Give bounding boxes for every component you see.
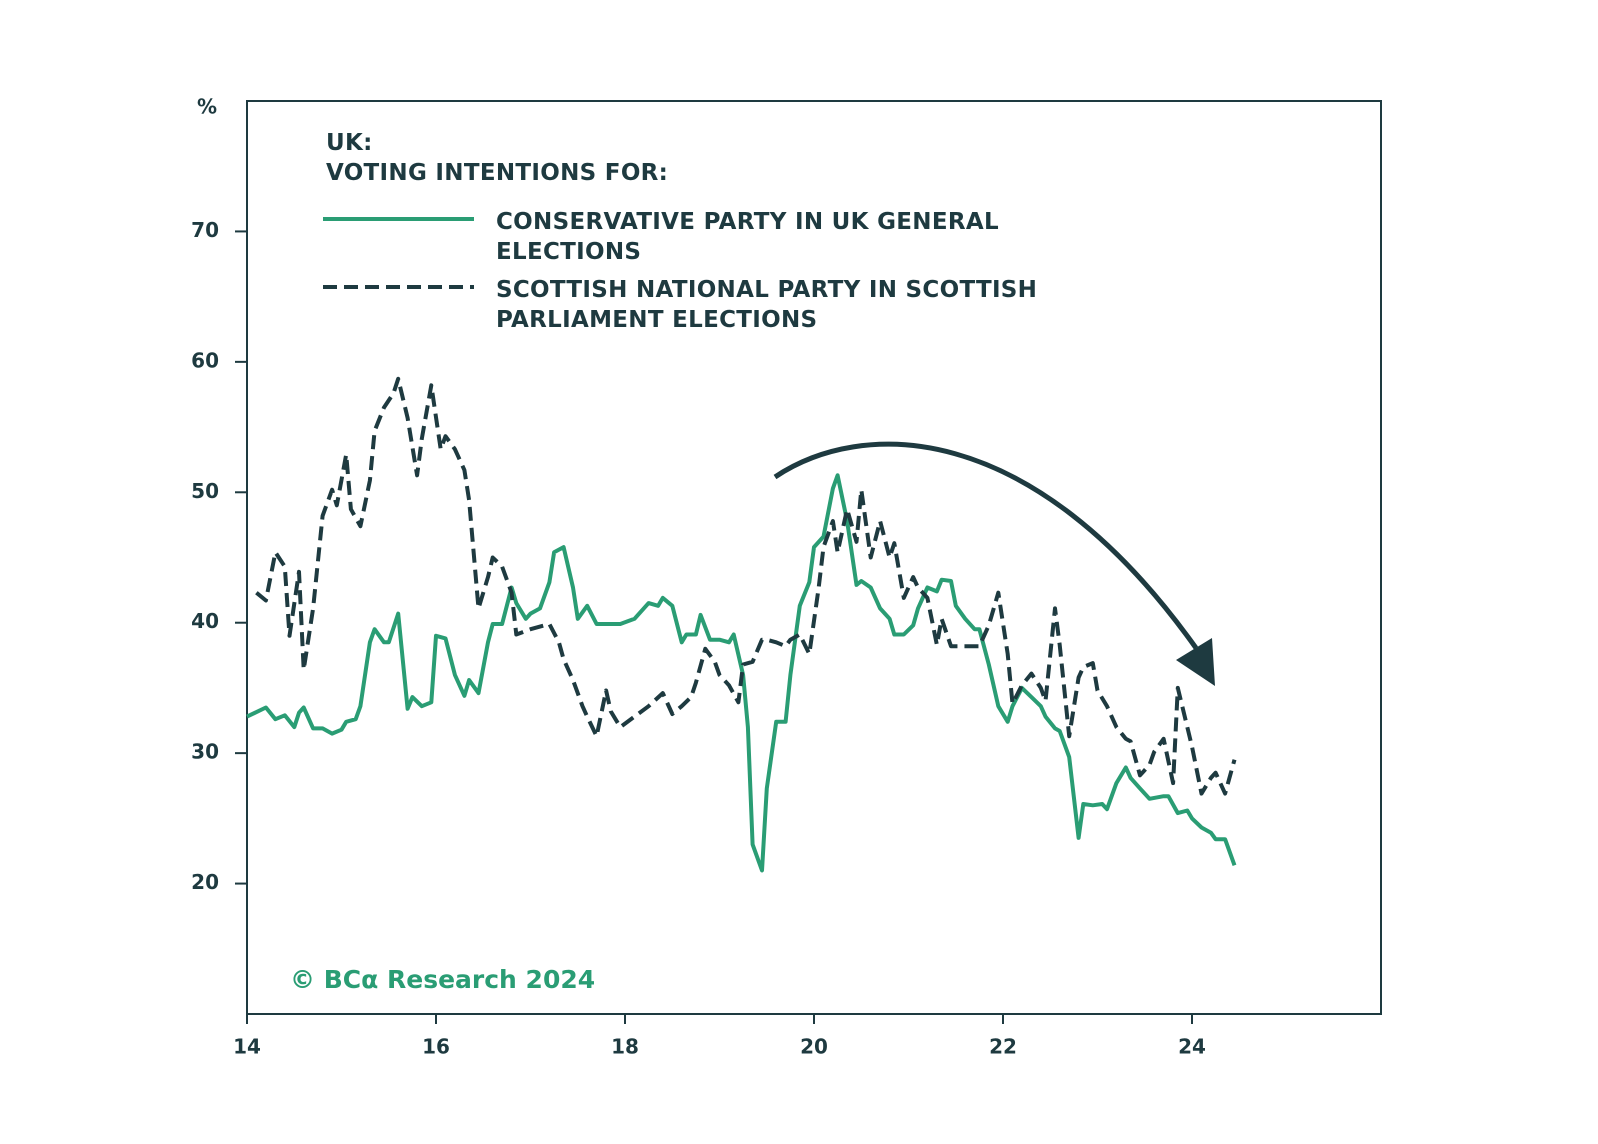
legend-label: SCOTTISH NATIONAL PARTY IN SCOTTISH PARL… <box>496 277 1038 333</box>
source-note: © BCα Research 2024 <box>290 965 595 994</box>
series-line <box>255 376 1237 796</box>
x-tick-label: 18 <box>611 1035 639 1059</box>
x-tick-label: 20 <box>800 1035 828 1059</box>
y-tick-label: 40 <box>191 609 219 633</box>
y-tick-label: 20 <box>191 870 219 894</box>
y-axis-label: % <box>197 95 217 119</box>
y-tick-label: 30 <box>191 740 219 764</box>
x-tick-label: 16 <box>422 1035 450 1059</box>
x-tick-label: 22 <box>989 1035 1017 1059</box>
x-tick-label: 14 <box>233 1035 261 1059</box>
trend-arrowhead <box>1176 638 1215 686</box>
y-tick-label: 70 <box>191 218 219 242</box>
chart-subtitle: VOTING INTENTIONS FOR: <box>326 160 669 186</box>
y-tick-label: 60 <box>191 348 219 372</box>
legend-label: CONSERVATIVE PARTY IN UK GENERAL ELECTIO… <box>496 209 999 265</box>
series-line <box>246 473 1237 873</box>
chart-title: UK: <box>326 130 373 156</box>
x-tick-label: 24 <box>1178 1035 1206 1059</box>
trend-arrow <box>773 441 1199 650</box>
y-tick-label: 50 <box>191 479 219 503</box>
